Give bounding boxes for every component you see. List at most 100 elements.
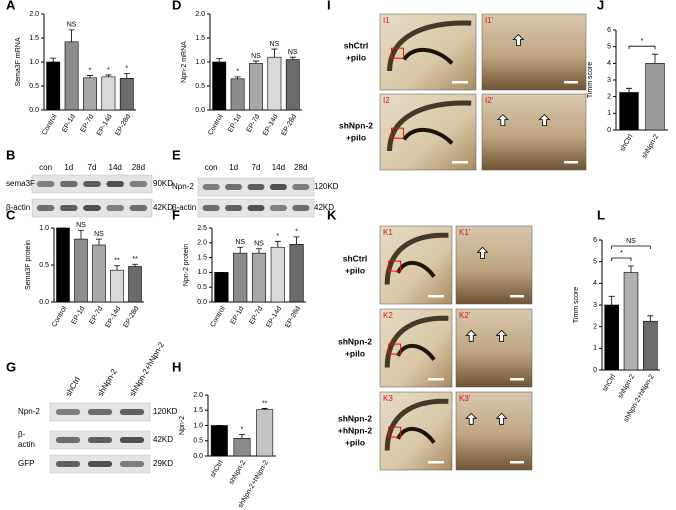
hippocampus — [384, 398, 449, 451]
x-tick-label: shCtrl — [602, 373, 617, 393]
error-bar — [626, 87, 632, 93]
significance-label: * — [276, 233, 279, 240]
row-label: Npn-2 — [18, 407, 40, 416]
x-tick-label: EP-7d — [246, 113, 262, 133]
blot-band — [129, 181, 148, 187]
lane-label: 7d — [252, 163, 261, 172]
x-tick-label: EP-1d — [227, 113, 243, 133]
error-bar — [271, 48, 278, 58]
y-axis-label: Timm score — [573, 287, 580, 323]
significance-label: * — [89, 67, 92, 74]
error-bar — [253, 60, 259, 64]
panel-letter: J — [597, 0, 604, 12]
bar — [267, 56, 282, 111]
blot-band — [55, 437, 81, 443]
dentate — [396, 344, 436, 361]
lane-label: 14d — [109, 163, 122, 172]
blot-band — [55, 461, 81, 467]
size-label: 42KD — [153, 203, 173, 212]
significance-label: NS — [76, 222, 86, 229]
blot-band — [55, 409, 81, 415]
significance-label: NS — [270, 41, 280, 48]
row-label: β-actin — [172, 203, 196, 212]
arrow — [538, 114, 551, 126]
hippocampus — [387, 20, 472, 72]
image-label: K1' — [459, 228, 471, 237]
error-bar — [78, 229, 84, 240]
x-tick-label: EP-28d — [123, 305, 141, 329]
x-tick-label: EP-28d — [284, 305, 302, 329]
micrograph-zoom — [455, 308, 533, 388]
y-tick-label: 0.5 — [197, 284, 207, 291]
condition-label: +pilo — [346, 132, 366, 142]
y-axis-label: Npn-2 mRNA — [181, 41, 188, 83]
y-axis-label: Timm score — [587, 62, 594, 98]
condition-label: shCtrl — [343, 253, 368, 263]
y-tick-label: 0.0 — [39, 299, 49, 306]
error-bar — [132, 263, 138, 267]
row-label: Npn-2 — [172, 182, 194, 191]
blot-band — [247, 184, 265, 190]
bar — [101, 76, 116, 111]
significance-label: * — [125, 65, 128, 72]
blot-band — [59, 181, 78, 187]
bar — [233, 252, 248, 303]
x-tick-label: EP-14d — [96, 113, 114, 137]
panel-letter: A — [6, 0, 16, 12]
significance-label: NS — [251, 53, 261, 60]
bar — [249, 63, 263, 111]
scale-bar — [564, 81, 578, 84]
y-tick-label: 1.5 — [195, 35, 205, 42]
x-tick-label: EP-14d — [265, 305, 283, 329]
size-label: 120KD — [314, 182, 339, 191]
bar — [128, 266, 142, 303]
significance-label: * — [236, 69, 239, 76]
size-label: 120KD — [153, 407, 178, 416]
y-tick-label: 1.5 — [29, 35, 39, 42]
significance-label: * — [241, 426, 244, 433]
y-tick-label: 0.0 — [193, 453, 203, 460]
significance-label: * — [620, 250, 623, 257]
error-bar — [105, 74, 112, 77]
error-bar — [652, 53, 658, 64]
x-tick-label: shCtrl — [619, 133, 634, 153]
bar — [46, 61, 61, 111]
significance-label: NS — [254, 241, 264, 248]
blot-band — [83, 181, 101, 187]
scale-bar — [428, 295, 444, 298]
panel-letter: D — [172, 0, 181, 12]
panel-letter: B — [6, 147, 15, 162]
y-tick-label: 0.5 — [29, 83, 39, 90]
condition-label: shCtrl — [344, 40, 369, 50]
bar — [619, 92, 639, 131]
panel-letter: K — [327, 207, 337, 222]
y-tick-label: 3 — [607, 77, 611, 84]
x-tick-label: EP-7d — [89, 305, 105, 325]
significance-bracket — [611, 245, 651, 249]
error-bar — [96, 238, 102, 246]
y-tick-label: 2.0 — [29, 11, 39, 18]
significance-label: NS — [67, 22, 77, 29]
image-label: I1 — [383, 16, 390, 25]
y-axis-label: Sema3F mRNA — [15, 37, 22, 86]
lane-label: shNpn-2+hNpn-2 — [128, 340, 167, 398]
size-label: 42KD — [153, 435, 173, 444]
panel-letter: G — [6, 359, 16, 374]
bar — [64, 41, 79, 111]
bar — [212, 61, 227, 111]
condition-label: +pilo — [345, 265, 365, 275]
image-label: K2 — [383, 311, 393, 320]
blot-band — [87, 437, 113, 443]
blot-band — [292, 205, 310, 211]
row-label: sema3F — [6, 179, 35, 188]
y-axis-label: Npn-2 — [179, 416, 186, 435]
condition-label: +pilo — [345, 437, 365, 447]
significance-label: * — [107, 67, 110, 74]
bar — [214, 272, 229, 303]
y-tick-label: 0.0 — [195, 107, 205, 114]
bar — [210, 425, 228, 457]
condition-label: shNpn-2 — [338, 413, 372, 423]
image-label: K3 — [383, 394, 393, 403]
bar — [289, 243, 304, 303]
scale-bar — [452, 81, 468, 84]
